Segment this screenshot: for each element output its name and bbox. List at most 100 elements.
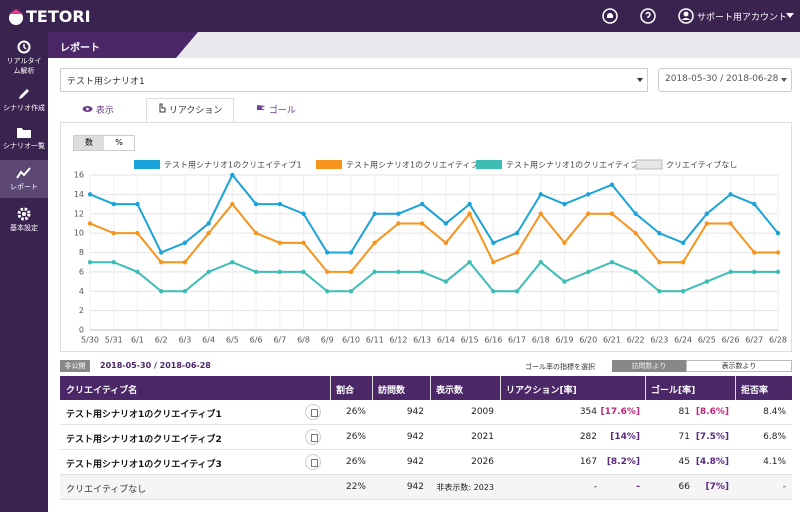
user-icon[interactable]: [678, 8, 694, 24]
data-point: [372, 269, 377, 275]
header-strip: レポート: [48, 32, 800, 58]
data-point: [775, 269, 781, 275]
data-point: [538, 211, 543, 216]
top-bar: TETORI サポート用アカウント: [0, 0, 800, 32]
creative-name: テスト用シナリオ1のクリエイティブ1: [66, 410, 222, 420]
cell-refusal: 8.4%: [763, 407, 786, 417]
data-point: [206, 221, 211, 226]
preview-button[interactable]: [305, 404, 321, 420]
cell-goal: 81: [678, 407, 690, 417]
data-point: [586, 269, 591, 275]
column-header: 表示数: [436, 386, 464, 396]
y-tick-label: 10: [74, 229, 84, 238]
tab[interactable]: リアクション: [146, 98, 234, 122]
scenario-name: テスト用シナリオ1: [67, 77, 145, 87]
nav-icon: [17, 207, 31, 221]
preview-button[interactable]: [305, 429, 321, 445]
data-point: [775, 250, 781, 255]
metric-option[interactable]: 表示数より: [686, 360, 792, 372]
caret: [781, 78, 787, 82]
data-point: [728, 269, 733, 275]
nav-item[interactable]: レポート: [0, 160, 48, 198]
nav-item[interactable]: シナリオ一覧: [0, 120, 48, 156]
account-name[interactable]: サポート用アカウント: [697, 13, 788, 23]
x-tick-label: 6/20: [579, 336, 597, 345]
data-point: [609, 211, 615, 216]
logo[interactable]: TETORI: [26, 7, 91, 26]
x-tick-label: 6/26: [722, 336, 740, 345]
header-band: [48, 32, 198, 58]
help-icon[interactable]: [640, 8, 656, 24]
bell-icon[interactable]: [602, 8, 618, 24]
tab[interactable]: 表示: [82, 99, 132, 123]
tab[interactable]: ゴール: [256, 99, 306, 123]
data-point: [277, 240, 282, 246]
x-tick-label: 6/10: [342, 336, 360, 345]
x-tick-label: 6/18: [532, 336, 550, 345]
legend-swatch: [476, 160, 502, 169]
nav-item[interactable]: シナリオ作成: [0, 82, 48, 118]
preview-button[interactable]: [305, 454, 321, 470]
data-point: [396, 269, 401, 275]
cell-views: 2009: [471, 407, 494, 417]
tab-label: 表示: [95, 106, 114, 116]
creative-name: クリエイティブなし: [66, 485, 147, 495]
x-tick-label: 6/14: [437, 336, 455, 345]
data-point: [752, 269, 757, 275]
data-point: [301, 240, 306, 246]
data-point: [728, 221, 733, 226]
cell-reaction: 282: [579, 432, 597, 442]
column-header: ゴール[率]: [651, 386, 696, 396]
data-point: [491, 289, 496, 294]
data-point: [372, 240, 377, 246]
data-point: [633, 230, 638, 236]
data-point: [325, 289, 330, 294]
data-point: [562, 279, 567, 284]
data-point: [752, 250, 757, 255]
nav-label: リアルタイム解析: [6, 57, 42, 75]
cell-reaction-rate: -: [636, 482, 640, 492]
sidebar: リアルタイム解析 シナリオ作成 シナリオ一覧 レポート 基本設定: [0, 32, 48, 512]
x-tick-label: 6/21: [603, 336, 621, 345]
unit-button[interactable]: %: [115, 138, 123, 147]
metric-option[interactable]: 訪問数より: [612, 360, 686, 372]
data-point: [230, 201, 235, 207]
cell-views: 非表示数: 2023: [436, 483, 494, 492]
page-title: レポート: [60, 43, 100, 54]
date-picker[interactable]: 2018-05-30 / 2018-06-28: [658, 68, 792, 92]
x-tick-label: 6/9: [321, 336, 334, 345]
data-point: [396, 211, 401, 216]
column-header: 拒否率: [741, 386, 769, 396]
cell-reaction-rate: [17.6%]: [600, 407, 640, 417]
x-tick-label: 6/1: [131, 336, 144, 345]
nav-item[interactable]: リアルタイム解析: [0, 36, 48, 76]
data-point: [491, 259, 496, 265]
table-row: [60, 400, 792, 425]
cell-refusal: 6.8%: [763, 432, 786, 442]
series-line: [89, 173, 779, 254]
data-point: [704, 279, 710, 284]
y-tick-label: 0: [79, 326, 84, 335]
scenario-select[interactable]: テスト用シナリオ1: [60, 68, 648, 92]
cell-reaction: 354: [579, 407, 597, 417]
creative-name: テスト用シナリオ1のクリエイティブ3: [66, 460, 222, 470]
data-point: [491, 240, 496, 246]
data-point: [752, 201, 757, 207]
caret: [637, 78, 643, 82]
data-point: [538, 259, 543, 265]
hand-icon: [159, 103, 166, 113]
logo-icon: [9, 9, 23, 25]
data-point: [301, 211, 306, 216]
series-line: [89, 202, 778, 273]
cell-reaction: -: [593, 482, 597, 492]
y-tick-label: 4: [79, 287, 84, 296]
caret: [786, 13, 794, 18]
chart: テスト用シナリオ1のクリエイティブ1 テスト用シナリオ1のクリエイティブ2 テスト用…: [74, 159, 787, 345]
nav-item[interactable]: 基本設定: [0, 202, 48, 238]
nav-label: シナリオ一覧: [3, 142, 45, 150]
data-point: [135, 269, 140, 275]
unit-button[interactable]: 数: [74, 136, 104, 150]
cell-refusal: -: [782, 482, 786, 492]
data-point: [158, 250, 164, 255]
data-point: [253, 269, 259, 275]
